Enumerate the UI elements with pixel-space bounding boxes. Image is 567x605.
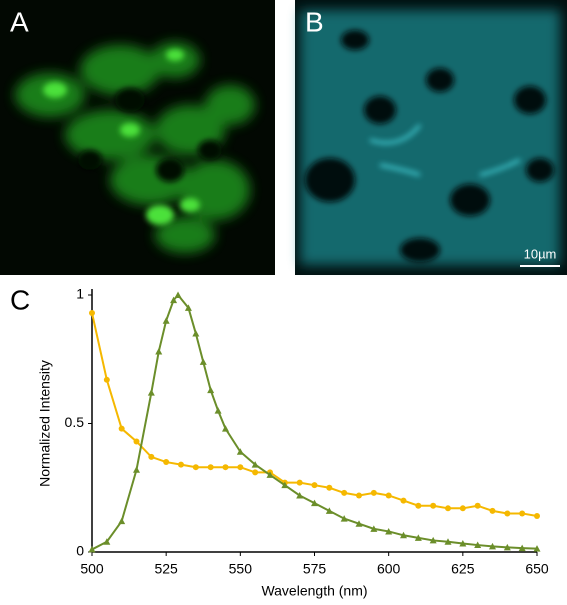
marker: [534, 513, 540, 520]
marker: [192, 330, 200, 337]
marker: [192, 464, 199, 471]
panel-label: C: [10, 284, 30, 315]
marker: [400, 531, 407, 539]
marker: [178, 461, 184, 468]
marker: [414, 534, 422, 541]
marker: [355, 520, 363, 527]
marker: [385, 492, 392, 499]
marker: [148, 453, 155, 460]
x-tick-label: 625: [451, 561, 475, 577]
marker: [370, 489, 377, 496]
marker: [459, 505, 466, 512]
x-tick-label: 600: [377, 561, 401, 577]
marker: [474, 541, 482, 549]
marker: [311, 499, 318, 507]
marker: [88, 545, 96, 553]
y-axis-label: Normalized Intensity: [37, 360, 53, 487]
marker: [341, 489, 348, 496]
line: [91, 293, 538, 551]
marker: [489, 542, 496, 550]
marker: [222, 425, 229, 432]
marker: [519, 510, 526, 517]
marker: [103, 376, 110, 383]
marker: [325, 507, 333, 514]
marker: [222, 464, 229, 471]
marker: [251, 461, 259, 468]
y-tick-label: 1: [76, 286, 84, 302]
marker: [533, 545, 541, 552]
marker: [430, 502, 437, 509]
marker: [504, 510, 511, 517]
marker: [147, 389, 155, 396]
marker: [163, 459, 170, 466]
marker: [459, 540, 467, 547]
marker: [356, 492, 362, 499]
marker: [266, 471, 274, 478]
panel-label: B: [305, 6, 324, 37]
scale-bar-label: 10µm: [524, 246, 557, 261]
marker: [118, 517, 126, 525]
marker: [296, 491, 304, 499]
marker: [170, 296, 178, 304]
marker: [445, 505, 451, 512]
marker: [162, 317, 170, 324]
marker: [281, 481, 289, 489]
marker: [184, 304, 192, 311]
image-a: [0, 0, 275, 275]
marker: [214, 407, 222, 414]
marker: [89, 309, 95, 316]
marker: [133, 466, 140, 473]
marker: [340, 515, 348, 522]
marker: [199, 358, 207, 365]
marker: [489, 507, 496, 514]
marker: [503, 543, 511, 551]
marker: [311, 482, 318, 489]
marker: [385, 527, 393, 535]
chart: 0 0.5 1 500 525 550 575 600 625 650 Wavelength (nm…: [37, 286, 549, 599]
marker: [118, 425, 125, 432]
y-tick-label: 0: [76, 543, 84, 559]
x-axis-label: Wavelength (nm): [261, 583, 367, 599]
marker: [252, 469, 259, 476]
image-b: [295, 0, 567, 275]
y-tick-label: 0.5: [65, 414, 85, 430]
marker: [236, 448, 244, 455]
marker: [296, 479, 303, 486]
marker: [429, 536, 437, 544]
marker: [474, 502, 481, 509]
marker: [207, 386, 215, 394]
marker: [326, 484, 333, 491]
x-tick-label: 500: [80, 561, 104, 577]
marker: [400, 497, 407, 504]
marker: [133, 438, 140, 445]
marker: [174, 291, 182, 298]
marker: [444, 538, 452, 545]
marker: [155, 348, 163, 355]
marker: [207, 464, 214, 471]
marker: [103, 538, 111, 545]
panel-label: A: [10, 6, 29, 37]
marker: [415, 502, 422, 509]
x-tick-label: 525: [154, 561, 178, 577]
marker: [518, 544, 526, 552]
marker: [370, 525, 378, 532]
x-tick-label: 550: [229, 561, 253, 577]
x-tick-label: 650: [525, 561, 549, 577]
marker: [237, 464, 244, 471]
x-tick-label: 575: [303, 561, 327, 577]
